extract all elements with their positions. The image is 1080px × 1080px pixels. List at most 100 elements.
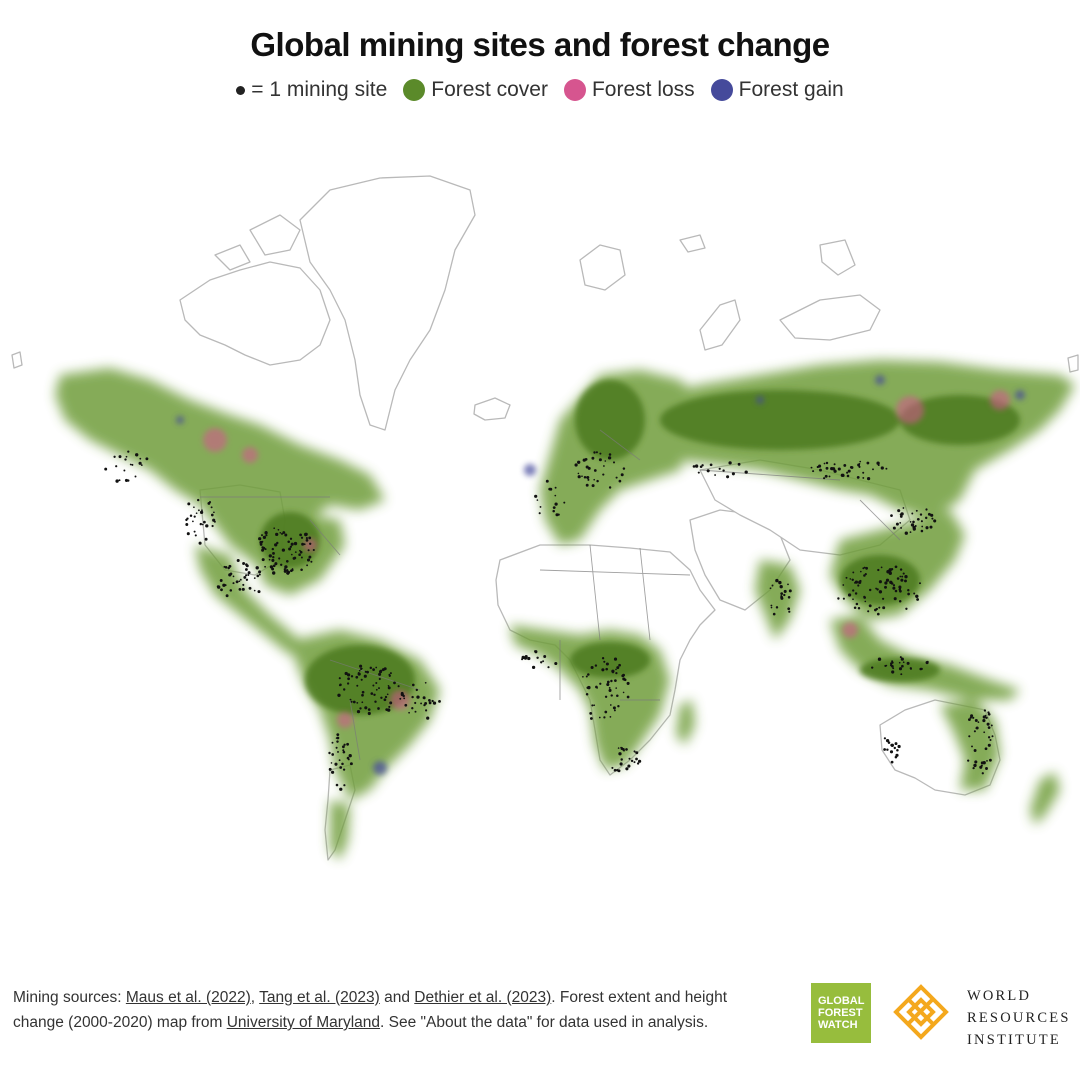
mining-site-dot	[336, 740, 339, 743]
mining-site-dot	[626, 695, 630, 699]
mining-site-dot	[364, 706, 368, 710]
legend-forest-gain: Forest gain	[710, 78, 844, 102]
mining-site-dot	[204, 537, 208, 541]
mining-site-dot	[131, 463, 134, 466]
link-dethier[interactable]: Dethier et al. (2023)	[414, 989, 552, 1006]
mining-site-dot	[919, 513, 923, 516]
mining-site-dot	[851, 578, 854, 582]
mining-site-dot	[611, 766, 614, 769]
mining-site-dot	[894, 755, 898, 759]
mining-site-dot	[591, 484, 595, 488]
mining-site-dot	[293, 541, 298, 546]
mining-site-dot	[306, 564, 309, 567]
mining-site-dot	[608, 453, 612, 456]
iceland-outline	[473, 397, 511, 421]
mining-site-dot	[849, 578, 852, 580]
mining-site-dot	[361, 701, 364, 704]
mining-site-dot	[884, 585, 887, 589]
small-dot-icon	[236, 85, 246, 95]
mining-site-dot	[201, 509, 203, 512]
mining-site-dot	[968, 718, 971, 721]
mining-site-dot	[825, 461, 829, 465]
mining-site-dot	[876, 461, 880, 465]
mining-site-dot	[845, 576, 848, 579]
link-tang[interactable]: Tang et al. (2023)	[259, 989, 380, 1006]
mining-site-dot	[268, 554, 272, 558]
mining-site-dot	[788, 610, 791, 613]
mining-site-dot	[352, 700, 356, 704]
mining-site-dot	[878, 580, 882, 584]
mining-site-dot	[692, 465, 696, 468]
mining-site-dot	[604, 695, 608, 698]
mining-site-dot	[605, 662, 609, 666]
mining-site-dot	[205, 524, 209, 528]
mining-site-dot	[244, 568, 248, 571]
mining-site-dot	[728, 461, 732, 465]
mining-site-dot	[981, 772, 984, 775]
mining-site-dot	[210, 513, 214, 517]
mining-site-dot	[898, 667, 903, 671]
mining-site-dot	[343, 784, 346, 787]
mining-site-dot	[343, 688, 346, 691]
footer-suffix: . See "About the data" for data used in …	[380, 1014, 709, 1031]
mining-site-dot	[895, 522, 899, 526]
world-map	[11, 175, 1079, 861]
link-maus[interactable]: Maus et al. (2022)	[125, 989, 251, 1006]
mining-site-dot	[825, 466, 829, 470]
mining-site-dot	[778, 580, 782, 585]
mining-site-dot	[593, 478, 595, 481]
mining-site-dot	[337, 750, 339, 753]
mining-site-dot	[980, 761, 984, 765]
mining-site-dot	[775, 578, 779, 583]
mining-site-dot	[339, 787, 343, 791]
mining-site-dot	[583, 475, 587, 479]
mining-site-dot	[193, 506, 195, 509]
mining-site-dot	[367, 711, 371, 716]
mining-site-dot	[361, 690, 365, 694]
mining-site-dot	[585, 483, 589, 487]
mining-site-dot	[129, 463, 132, 466]
mining-site-dot	[971, 745, 973, 748]
mining-site-dot	[714, 474, 717, 476]
mining-site-dot	[596, 479, 599, 483]
gfw-line: GLOBAL	[818, 995, 865, 1007]
link-umd[interactable]: University of Maryland	[226, 1014, 381, 1031]
mining-site-dot	[633, 761, 636, 764]
mining-site-dot	[587, 673, 590, 676]
mining-site-dot	[538, 512, 541, 515]
mining-site-dot	[355, 675, 359, 679]
mining-site-dot	[598, 458, 602, 462]
mining-site-dot	[852, 571, 855, 574]
mining-site-dot	[622, 691, 625, 694]
forest-gain-layer	[176, 375, 1025, 775]
mining-site-dot	[595, 451, 598, 454]
mining-site-dot	[910, 523, 915, 527]
mining-site-dot	[554, 502, 558, 506]
mining-site-dot	[278, 557, 281, 560]
mining-site-dot	[857, 584, 860, 587]
mining-site-dot	[622, 467, 626, 470]
mining-site-dot	[635, 757, 638, 761]
mining-site-dot	[300, 556, 303, 559]
mining-site-dot	[387, 686, 391, 690]
mining-site-dot	[637, 759, 642, 763]
mining-site-dot	[899, 568, 903, 571]
mining-site-dot	[372, 684, 375, 687]
mining-site-dot	[731, 472, 735, 476]
mining-site-dot	[328, 767, 332, 771]
mining-site-dot	[618, 479, 622, 483]
mining-site-dot	[253, 577, 256, 579]
mining-site-dot	[236, 558, 240, 563]
legend-loss-label: Forest loss	[591, 78, 695, 101]
mining-site-dot	[229, 589, 233, 592]
mining-site-dot	[374, 700, 377, 703]
mining-site-dot	[593, 704, 596, 707]
mining-site-dot	[264, 531, 268, 535]
mining-site-dot	[201, 523, 204, 526]
mining-site-dot	[771, 584, 774, 587]
mining-site-dot	[887, 741, 891, 744]
mining-site-dot	[186, 532, 190, 536]
mining-site-dot	[404, 703, 408, 707]
mining-site-dot	[288, 547, 292, 551]
mining-site-dot	[210, 506, 213, 509]
